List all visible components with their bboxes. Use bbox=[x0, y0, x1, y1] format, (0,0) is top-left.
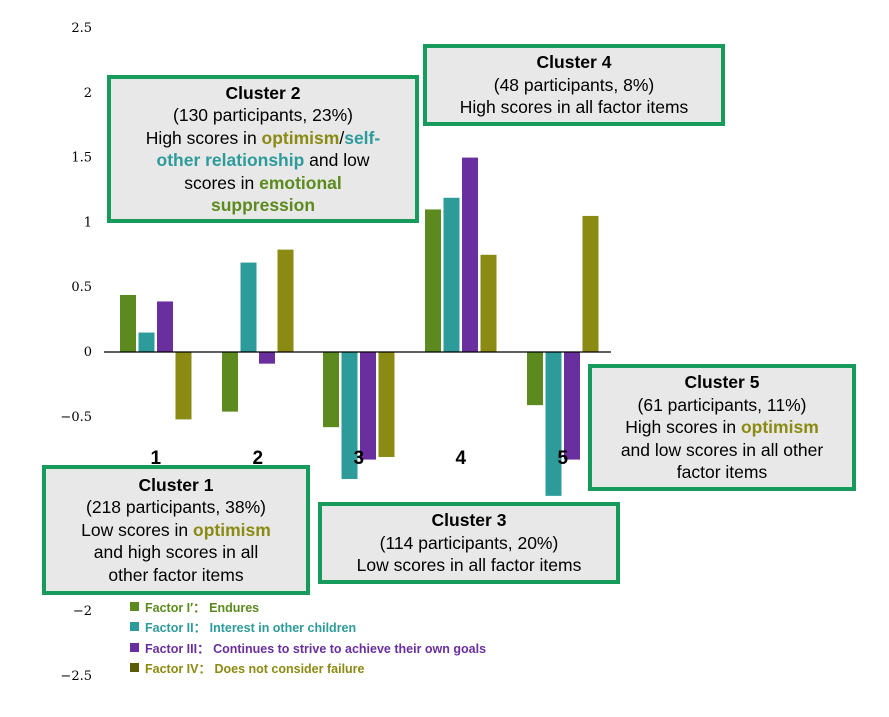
cluster-2-count: (130 participants, 23%) bbox=[173, 105, 353, 125]
cluster-3-desc: Low scores in all factor items bbox=[356, 555, 582, 576]
bar-cluster-1-factor-2 bbox=[138, 332, 155, 352]
bar-cluster-3-factor-4 bbox=[378, 352, 395, 457]
bar-cluster-4-factor-2 bbox=[443, 197, 460, 352]
legend-item-factor-4: Factor IV： Does not consider failure bbox=[130, 658, 630, 679]
bar-cluster-4-factor-1 bbox=[425, 209, 441, 352]
category-label-4: 4 bbox=[455, 448, 466, 469]
y-tick-label: 1 bbox=[84, 215, 92, 230]
cluster-5-desc-line2: and low scores in all other bbox=[620, 439, 824, 460]
cluster-1-desc-line1: Low scores in optimism bbox=[81, 519, 271, 540]
bar-cluster-5-factor-3 bbox=[564, 352, 580, 460]
cluster-3-annotation: Cluster 3 (114 participants, 20%) Low sc… bbox=[318, 502, 620, 584]
bar-cluster-4-factor-3 bbox=[462, 157, 478, 352]
category-label-1: 1 bbox=[150, 448, 161, 469]
category-label-5: 5 bbox=[557, 448, 568, 469]
cluster-2-desc-line1: High scores in optimism/self- bbox=[145, 127, 381, 148]
legend-swatch-factor-2 bbox=[130, 622, 139, 632]
bar-cluster-1-factor-3 bbox=[157, 301, 173, 352]
cluster-2-desc-line2: other relationship and low bbox=[156, 150, 370, 170]
cluster-1-annotation: Cluster 1 (218 participants, 38%) Low sc… bbox=[42, 465, 310, 595]
y-tick-label: 2.5 bbox=[71, 21, 92, 36]
cluster-2-desc-line4: suppression bbox=[210, 195, 316, 215]
y-tick-label: −2.5 bbox=[60, 669, 92, 684]
bar-cluster-1-factor-4 bbox=[175, 352, 192, 420]
bar-cluster-2-factor-1 bbox=[222, 352, 238, 412]
cluster-1-count: (218 participants, 38%) bbox=[86, 497, 266, 518]
bar-cluster-2-factor-3 bbox=[259, 352, 275, 364]
cluster-1-desc-line2: and high scores in all bbox=[93, 542, 259, 563]
bars bbox=[120, 157, 599, 496]
bar-cluster-3-factor-3 bbox=[360, 352, 376, 460]
cluster-5-annotation: Cluster 5 (61 participants, 11%) High sc… bbox=[588, 364, 856, 491]
bar-cluster-5-factor-2 bbox=[545, 352, 562, 496]
y-tick-label: 0 bbox=[84, 345, 92, 360]
cluster-2-annotation: Cluster 2 (130 participants, 23%) High s… bbox=[107, 75, 419, 223]
y-tick-label: 1.5 bbox=[71, 151, 92, 166]
bar-cluster-2-factor-2 bbox=[240, 262, 257, 352]
cluster-5-desc-line3: factor items bbox=[676, 462, 768, 483]
cluster-3-count: (114 participants, 20%) bbox=[379, 532, 559, 553]
cluster-4-title: Cluster 4 bbox=[536, 52, 612, 73]
cluster-5-count: (61 participants, 11%) bbox=[637, 394, 807, 415]
legend-swatch-factor-3 bbox=[130, 642, 139, 652]
legend-label-factor-1: Factor I′： Endures bbox=[145, 600, 260, 615]
legend-label-factor-2: Factor II： Interest in other children bbox=[145, 621, 357, 636]
bar-cluster-3-factor-2 bbox=[341, 352, 358, 480]
y-tick-label: −2 bbox=[73, 604, 92, 619]
legend-item-factor-3: Factor III： Continues to strive to achie… bbox=[130, 637, 630, 658]
cluster-5-desc-line1: High scores in optimism bbox=[625, 417, 819, 438]
y-tick-label: −0.5 bbox=[60, 410, 92, 425]
legend: Factor I′： Endures Factor II： Interest i… bbox=[130, 596, 630, 678]
category-labels: 1 2 3 4 5 bbox=[150, 448, 568, 469]
cluster-4-desc: High scores in all factor items bbox=[459, 97, 689, 118]
cluster-4-count: (48 participants, 8%) bbox=[493, 74, 655, 95]
bar-cluster-2-factor-4 bbox=[277, 249, 294, 352]
bar-cluster-3-factor-1 bbox=[323, 352, 339, 428]
cluster-1-desc-line3: other factor items bbox=[108, 564, 244, 585]
legend-swatch-factor-4 bbox=[130, 663, 139, 673]
cluster-5-title: Cluster 5 bbox=[684, 372, 760, 393]
category-label-3: 3 bbox=[353, 448, 364, 469]
legend-item-factor-2: Factor II： Interest in other children bbox=[130, 617, 630, 638]
y-tick-label: 2 bbox=[84, 86, 92, 101]
bar-cluster-5-factor-4 bbox=[582, 215, 599, 352]
cluster-4-annotation: Cluster 4 (48 participants, 8%) High sco… bbox=[423, 44, 725, 126]
bar-cluster-4-factor-4 bbox=[480, 254, 497, 352]
legend-label-factor-4: Factor IV： Does not consider failure bbox=[145, 662, 365, 677]
cluster-1-title: Cluster 1 bbox=[138, 474, 214, 495]
category-label-2: 2 bbox=[252, 448, 263, 469]
cluster-2-desc-line3: scores in emotional bbox=[184, 172, 342, 193]
legend-swatch-factor-1 bbox=[130, 601, 139, 611]
legend-label-factor-3: Factor III： Continues to strive to achie… bbox=[145, 641, 487, 656]
legend-item-factor-1: Factor I′： Endures bbox=[130, 596, 630, 617]
bar-cluster-5-factor-1 bbox=[527, 352, 543, 406]
bar-cluster-1-factor-1 bbox=[120, 294, 136, 352]
cluster-2-title: Cluster 2 bbox=[225, 82, 301, 103]
y-tick-label: 0.5 bbox=[71, 280, 92, 295]
cluster-3-title: Cluster 3 bbox=[431, 510, 507, 531]
